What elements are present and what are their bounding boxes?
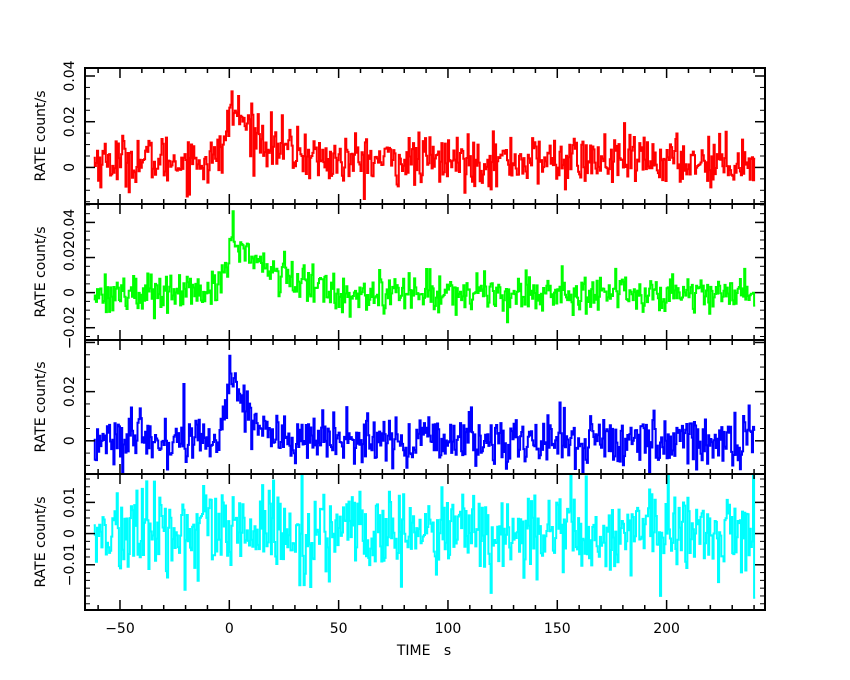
light-curve-panel-1 — [93, 90, 756, 200]
y-tick-label: 0.02 — [62, 376, 78, 407]
x-axis-label: TIME s — [396, 643, 451, 659]
y-tick-label: −0.01 — [62, 543, 78, 586]
y-axis-label-panel-4: RATE count/s — [33, 496, 49, 587]
x-tick-label: 100 — [435, 621, 462, 637]
y-axis-label-panel-1: RATE count/s — [33, 90, 49, 181]
y-tick-label: − — [62, 337, 78, 349]
light-curve-panel-2 — [93, 210, 756, 324]
y-tick-label: 0.02 — [62, 106, 78, 137]
y-tick-label: 0 — [62, 529, 78, 538]
y-tick-label: −0.02 — [62, 306, 78, 349]
panel-1: 0 0.02 0.04 RATE count/s — [33, 60, 766, 205]
x-tick-label: 200 — [653, 621, 680, 637]
x-tick-label: −50 — [105, 621, 135, 637]
panel-4: −0.01 0 0.01 RATE count/s — [33, 473, 766, 611]
panel-2: −0.02 0 0.020.04 RATE count/s — [33, 203, 766, 349]
x-tick-label: 150 — [544, 621, 571, 637]
x-tick-label: 0 — [225, 621, 234, 637]
panel-3: 0 0.02 − RATE count/s — [33, 337, 766, 475]
y-axis-label-panel-3: RATE count/s — [33, 361, 49, 452]
y-tick-label: 0.04 — [62, 60, 78, 91]
y-tick-label: 0.01 — [62, 487, 78, 518]
light-curve-panel-4 — [93, 474, 756, 599]
light-curve-panel-3 — [93, 354, 756, 474]
y-tick-label: 0 — [62, 436, 78, 445]
y-tick-label: 0.020.04 — [62, 209, 78, 271]
panel-frame-2 — [84, 203, 766, 341]
y-tick-label: 0 — [62, 163, 78, 172]
y-axis-label-panel-2: RATE count/s — [33, 226, 49, 317]
panel-frame-4 — [84, 473, 766, 611]
x-tick-label: 50 — [330, 621, 348, 637]
y-tick-label: 0 — [62, 288, 78, 297]
